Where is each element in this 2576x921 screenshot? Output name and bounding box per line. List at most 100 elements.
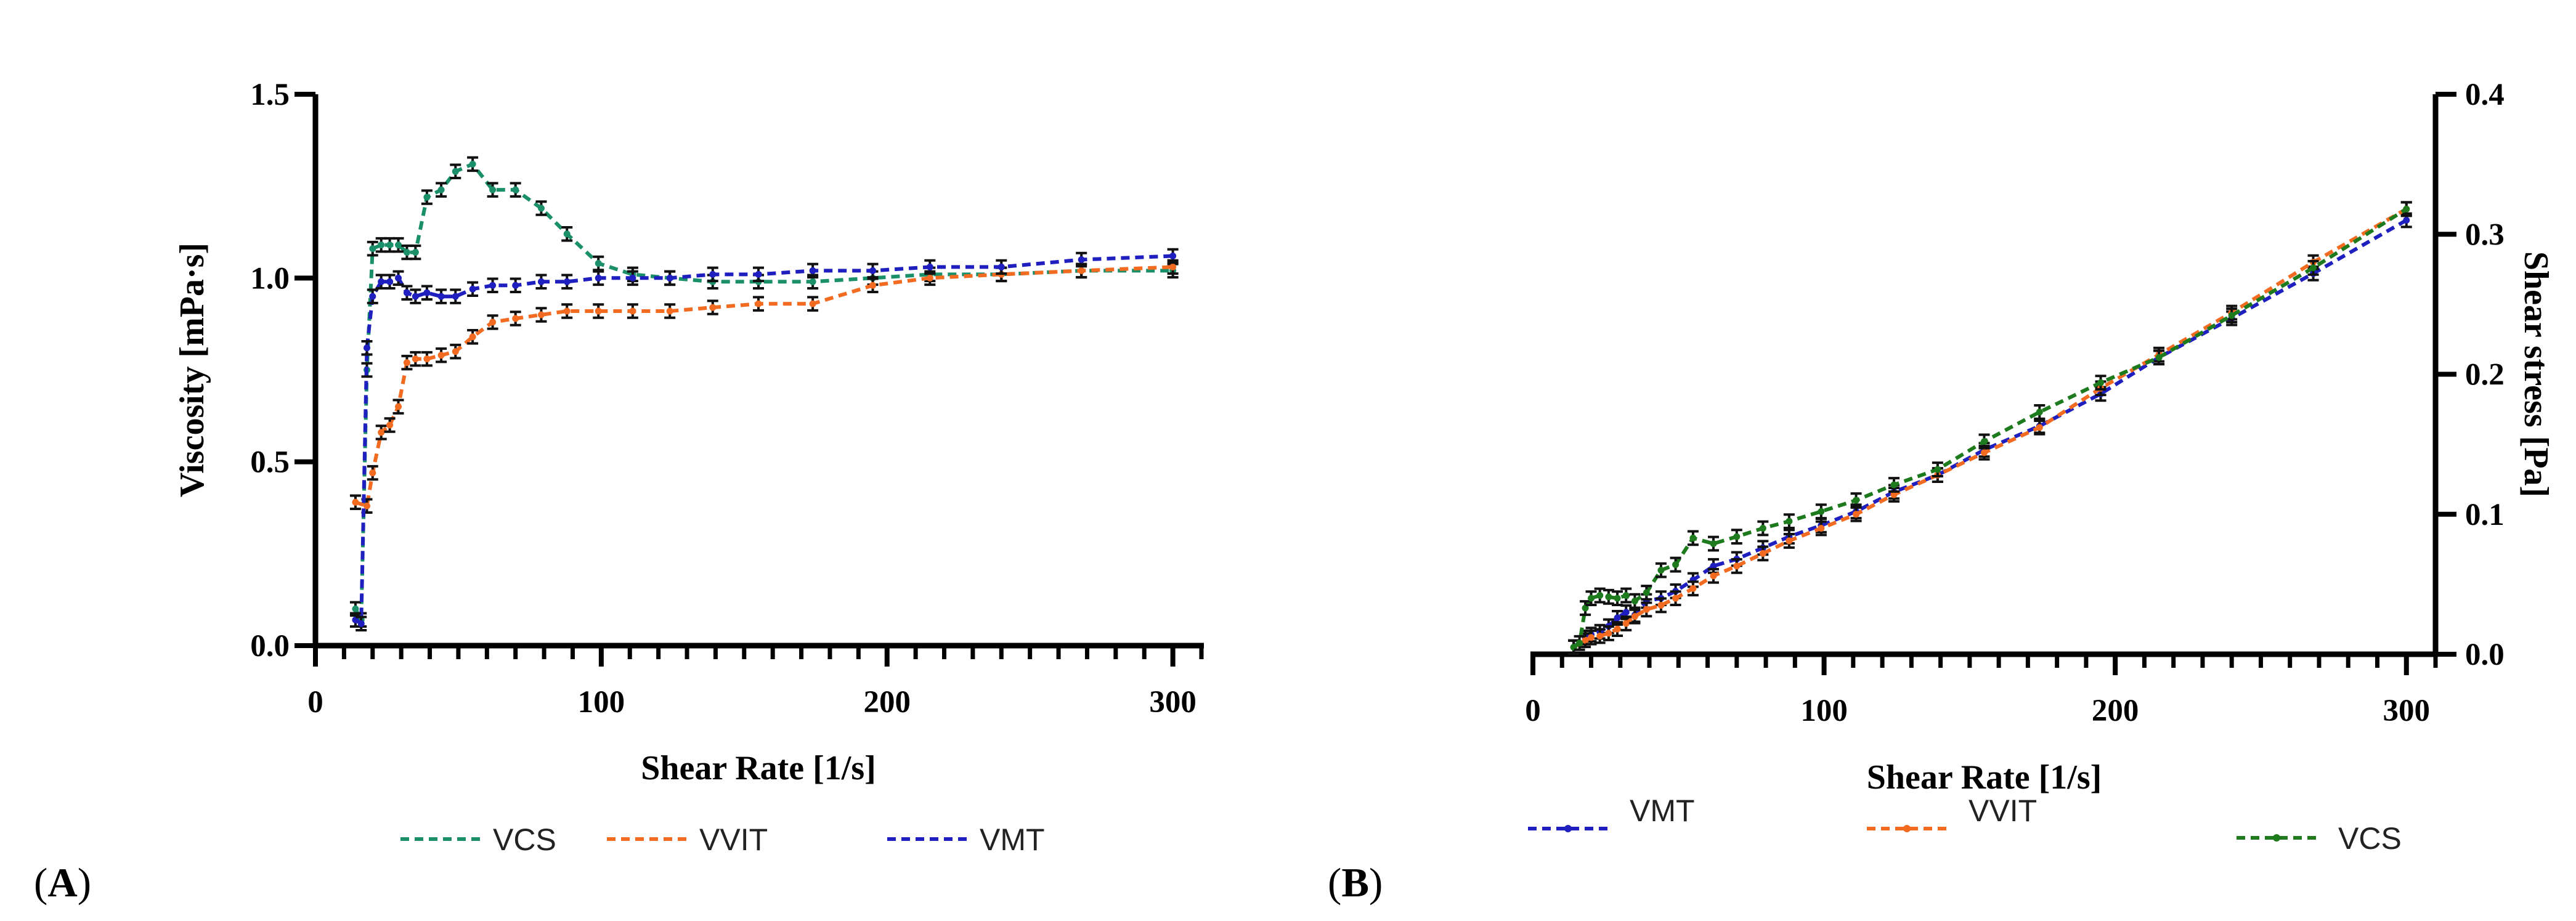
panel-b-x-tick-label: 300 bbox=[2383, 694, 2430, 728]
panel-b-series-vvit-point bbox=[1588, 634, 1595, 641]
panel-a-series-vcs-line bbox=[354, 161, 1173, 621]
panel-a-legend-vcs-label: VCS bbox=[493, 822, 556, 857]
panel-a-series-vmt-point bbox=[1078, 256, 1085, 263]
panel-a-series-vcs-point bbox=[403, 249, 410, 256]
panel-b-series-vvit-point bbox=[1710, 572, 1717, 580]
panel-b-legend-vvit-marker bbox=[1903, 825, 1911, 832]
panel-a-series-vvit-point bbox=[386, 421, 394, 429]
panel-b-series-vcs-point bbox=[1786, 517, 1793, 525]
panel-a-series-vmt-point bbox=[357, 620, 365, 627]
panel-b-series-vvit-point bbox=[1596, 632, 1604, 639]
panel-a-series-vmt-point bbox=[537, 278, 545, 285]
panel-b-series-vcs-point bbox=[2097, 379, 2105, 386]
panel-a-series-vcs-point bbox=[378, 241, 385, 249]
panel-b-series-vcs-point bbox=[2228, 312, 2235, 319]
panel-b-series-vcs-point bbox=[1710, 540, 1717, 547]
panel-b-x-tick-label: 0 bbox=[1525, 694, 1541, 728]
panel-a-x-tick-label: 300 bbox=[1149, 685, 1197, 720]
panel-b-series-vcs-point bbox=[1588, 594, 1595, 602]
panel-b-series-vvit-point bbox=[1890, 491, 1898, 498]
panel-a-series-vmt-point bbox=[403, 289, 410, 296]
panel-b-y-tick-label: 0.3 bbox=[2465, 217, 2505, 252]
panel-a-series-vmt-point bbox=[997, 263, 1005, 270]
panel-a-series-vcs-point bbox=[369, 245, 376, 253]
panel-b-series-vcs-point bbox=[1605, 593, 1612, 601]
panel-b-series-vcs-line bbox=[1572, 207, 2408, 649]
panel-a-series-vvit-point bbox=[452, 348, 459, 355]
panel-b-series-vcs-point bbox=[1672, 561, 1680, 569]
panel-b-series-vcs-point bbox=[1631, 598, 1638, 605]
panel-b-series-vcs-point bbox=[1596, 592, 1604, 599]
panel-b-legend-vcs-marker bbox=[2273, 834, 2280, 842]
panel-b-series-vvit-point bbox=[1853, 511, 1860, 518]
panel-b-series-vcs-point bbox=[2155, 354, 2163, 361]
panel-b-series-vcs-point bbox=[1582, 604, 1589, 612]
panel-b-series-vvit-point bbox=[1818, 524, 1825, 532]
panel-a-series-vcs-point bbox=[512, 186, 519, 193]
panel-b-legend-vmt-label: VMT bbox=[1630, 793, 1695, 828]
panel-a-x-tick-label: 100 bbox=[578, 685, 625, 720]
panel-a-series-vvit-point bbox=[1169, 263, 1177, 270]
panel-b-series-vcs-point bbox=[2310, 264, 2317, 272]
panel-b-series-vvit-point bbox=[1643, 606, 1650, 613]
panel-b-series-vvit-line bbox=[1572, 207, 2408, 649]
panel-a-series-vvit-point bbox=[512, 315, 519, 322]
panel-a-series-vvit-point bbox=[412, 355, 419, 363]
panel-b-y-tick-label: 0.4 bbox=[2465, 78, 2505, 112]
panel-b-series-vmt-point bbox=[1622, 609, 1630, 616]
panel-b-y-tick-label: 0.2 bbox=[2465, 358, 2505, 392]
panel-a-series-vcs-point bbox=[489, 186, 497, 193]
panel-a-series-vvit-point bbox=[666, 307, 673, 315]
panel-a-series-vmt-point bbox=[563, 278, 571, 285]
panel-a-series-vmt-point bbox=[437, 293, 445, 300]
panel-a-series-vmt-point bbox=[755, 270, 762, 278]
panel-a-chart: 0 100 200 300 0.0 0.5 1.0 1.5 Shear Rate [1/s] Vi… bbox=[173, 78, 1204, 857]
panel-a-series-vvit-point bbox=[363, 502, 370, 509]
panel-b-series-vvit-point bbox=[1631, 613, 1638, 620]
panel-a-series-vmt-point bbox=[666, 274, 673, 282]
panel-b-legend-vvit-label: VVIT bbox=[1969, 793, 2037, 828]
panel-b-series-vcs-point bbox=[1657, 567, 1665, 574]
panel-a-series-vvit-point bbox=[1078, 267, 1085, 274]
panel-b-legend-vcs-label: VCS bbox=[2338, 821, 2402, 856]
panel-b-series-vcs-point bbox=[1614, 594, 1621, 602]
panel-a-series-vmt-point bbox=[709, 270, 717, 278]
panel-a-series-vcs-point bbox=[352, 605, 359, 612]
panel-a-label: (A) bbox=[34, 860, 91, 906]
panel-a-series-vvit-point bbox=[537, 311, 545, 318]
panel-a-series-vmt-point bbox=[469, 285, 476, 293]
panel-a-series-vmt-point bbox=[378, 278, 385, 285]
panel-a-series-vvit-point bbox=[437, 352, 445, 359]
panel-b-series-vcs-point bbox=[1689, 534, 1697, 542]
panel-b-series-vmt-point bbox=[1710, 562, 1717, 570]
panel-b-series-vvit-point bbox=[1981, 449, 1988, 456]
panel-b-series-vcs-point bbox=[2036, 408, 2043, 416]
panel-b-series-vcs-point bbox=[1890, 481, 1898, 489]
panel-b-series-vcs-point bbox=[1576, 639, 1583, 647]
panel-b-series-vvit-point bbox=[1582, 636, 1589, 644]
panel-b-series-vmt-point bbox=[2403, 217, 2410, 224]
panel-b-legend-vmt-marker bbox=[1564, 825, 1572, 832]
panel-b-series-vcs-point bbox=[1934, 466, 1941, 473]
panel-b-series-vcs-point bbox=[1643, 589, 1650, 596]
panel-b-series-vmt-point bbox=[1614, 614, 1621, 622]
panel-b-y-tick-label: 0.0 bbox=[2465, 638, 2505, 672]
panel-a-series-vvit-point bbox=[563, 307, 571, 315]
panel-a-series-vcs-point bbox=[809, 278, 816, 285]
panel-a-series-vcs-point bbox=[469, 160, 476, 168]
panel-a-series-vmt-point bbox=[512, 282, 519, 289]
panel-a-series-vmt-point bbox=[412, 293, 419, 300]
panel-a-series-vcs-point bbox=[452, 168, 459, 175]
panel-a-y-tick-label: 1.0 bbox=[250, 261, 290, 296]
panel-b-x-tick-label: 100 bbox=[1800, 694, 1848, 728]
panel-b-series-vvit-point bbox=[1622, 620, 1630, 627]
panel-a-x-tick-label: 200 bbox=[863, 685, 911, 720]
panel-a-series-vmt-point bbox=[595, 274, 602, 282]
panel-b-series-vvit-point bbox=[1689, 585, 1697, 592]
panel-a-series-vmt-point bbox=[386, 278, 394, 285]
panel-a-y-tick-label: 0.0 bbox=[250, 629, 290, 663]
panel-a-series-vvit-point bbox=[926, 274, 933, 282]
panel-a-series-vvit-point bbox=[489, 318, 497, 326]
panel-a-series-vvit-point bbox=[709, 304, 717, 311]
